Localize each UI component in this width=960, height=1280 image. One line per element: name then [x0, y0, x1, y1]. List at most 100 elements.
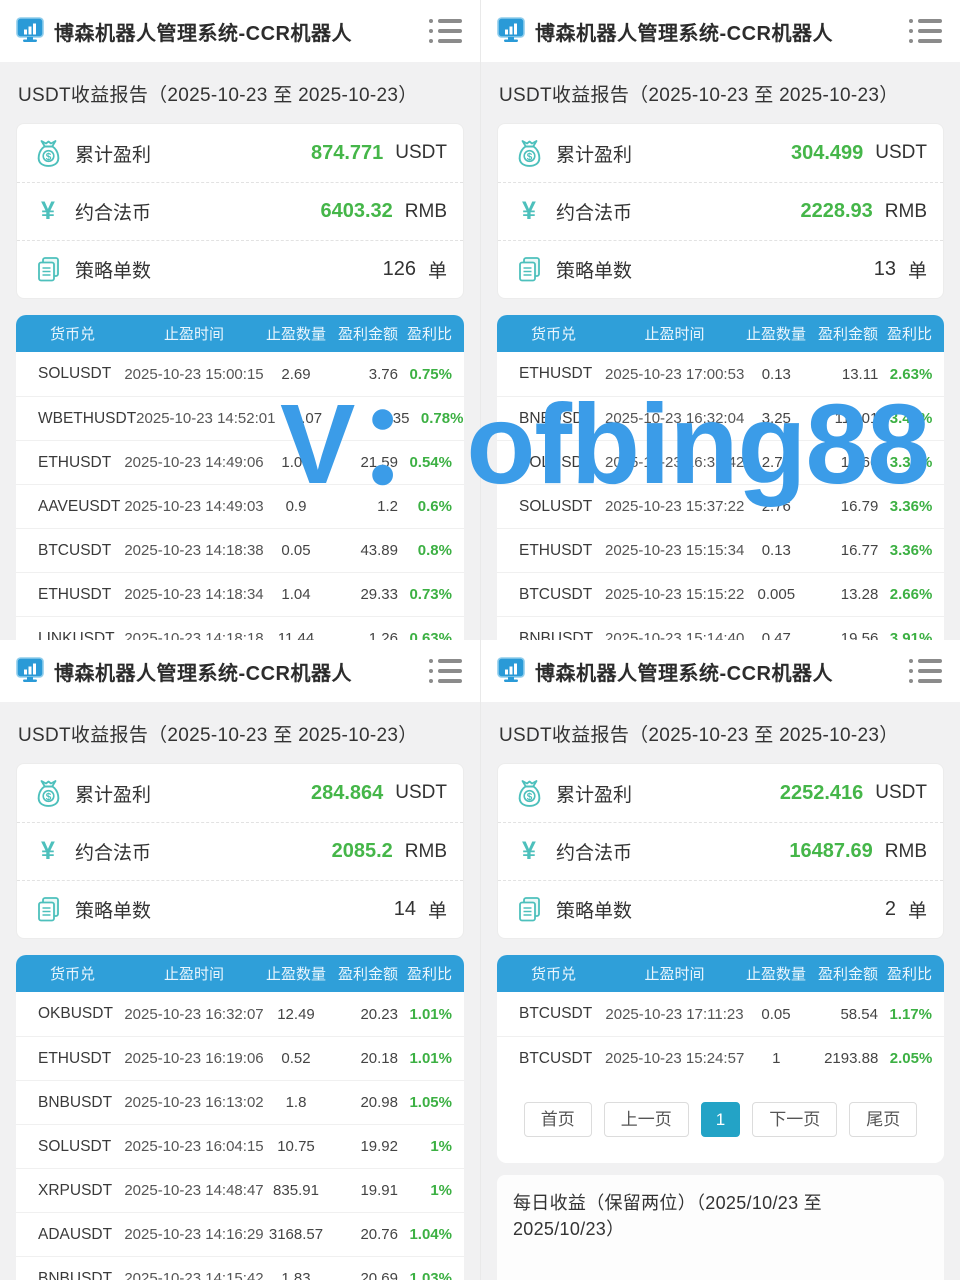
profit-label: 累计盈利 [556, 144, 633, 166]
table-header-row: 货币兑 止盈时间 止盈数量 盈利金额 盈利比 [497, 315, 944, 352]
pair-cell: BNBUSDT [38, 1093, 113, 1111]
amount-cell: 20.76 [360, 1226, 398, 1243]
documents-icon [33, 896, 63, 923]
table-row: ETHUSDT 2025-10-23 15:15:34 0.13 16.77 3.36% [497, 528, 944, 572]
ratio-cell: 3.34% [889, 454, 933, 471]
ratio-cell: 3.91% [889, 630, 933, 640]
qty-cell: 0.13 [761, 542, 791, 559]
qty-cell: 2.75 [761, 454, 791, 471]
pair-cell: LINKUSDT [38, 629, 115, 641]
qty-cell: 3168.57 [268, 1226, 324, 1243]
amount-cell: 19.92 [360, 1138, 398, 1155]
col-qty: 止盈数量 [265, 966, 326, 983]
col-amount: 盈利金额 [337, 326, 398, 343]
table-body: SOLUSDT 2025-10-23 15:00:15 2.69 3.76 0.75% W… [16, 352, 464, 640]
hamburger-menu-icon[interactable] [907, 15, 944, 47]
col-time: 止盈时间 [644, 966, 705, 983]
table-body: OKBUSDT 2025-10-23 16:32:07 12.49 20.23 1.01… [16, 992, 464, 1280]
qty-cell: 0.52 [281, 1050, 311, 1067]
qty-cell: 0.9 [285, 498, 307, 515]
table-row: SOLUSDT 2025-10-23 16:04:15 10.75 19.92 1% [16, 1124, 464, 1168]
col-ratio: 盈利比 [406, 966, 452, 983]
report-title: USDT收益报告（2025-10-23 至 2025-10-23） [18, 725, 418, 746]
amount-cell: 2.35 [380, 410, 410, 427]
yen-icon: ¥ [41, 837, 55, 865]
fiat-unit: RMB [404, 840, 447, 862]
col-ratio: 盈利比 [406, 326, 452, 343]
qty-cell: 1.04 [281, 454, 311, 471]
hamburger-menu-icon[interactable] [427, 655, 464, 687]
col-pair: 货币兑 [531, 966, 577, 983]
pair-cell: AAVEUSDT [38, 497, 121, 515]
summary-row-fiat: ¥ 约合法币 2228.93 RMB [498, 182, 943, 240]
qty-cell: 0.05 [761, 1005, 791, 1023]
fiat-value: 16487.69 [789, 840, 873, 862]
app-title: 博森机器人管理系统-CCR机器人 [54, 22, 352, 45]
amount-cell: 1.26 [368, 630, 398, 640]
time-cell: 2025-10-23 16:04:15 [124, 1138, 264, 1155]
qty-cell: 0.13 [761, 365, 791, 383]
amount-cell: 43.89 [360, 542, 398, 559]
amount-cell: 1.2 [377, 498, 398, 515]
hamburger-menu-icon[interactable] [907, 655, 944, 687]
panel-content: USDT收益报告（2025-10-23 至 2025-10-23） $ 累计盈利 [481, 702, 960, 1280]
ratio-cell: 0.8% [417, 542, 452, 559]
qty-cell: 10.75 [277, 1138, 315, 1155]
ratio-cell: 0.6% [417, 498, 452, 515]
profit-table: 货币兑 止盈时间 止盈数量 盈利金额 盈利比 ETHUSDT 2025-10-23… [497, 315, 944, 640]
pagination-first-button[interactable]: 首页 [523, 1102, 592, 1137]
ratio-cell: 1.17% [889, 1005, 932, 1023]
ratio-cell: 1.03% [409, 1270, 452, 1280]
ratio-cell: 1% [430, 1138, 452, 1155]
amount-cell: 29.33 [360, 586, 398, 603]
time-cell: 2025-10-23 15:15:22 [605, 586, 745, 603]
panel-bottom-left: 博森机器人管理系统-CCR机器人 USDT收益报告（2025-10-23 至 2… [0, 640, 480, 1280]
amount-cell: 2193.88 [824, 1050, 879, 1067]
qty-cell: 12.49 [277, 1005, 315, 1023]
table-row: SOLUSDT 2025-10-23 16:31:42 2.75 16.66 3.34% [497, 440, 944, 484]
pagination-page-1-button[interactable]: 1 [700, 1102, 741, 1137]
time-cell: 2025-10-23 14:15:42 [124, 1270, 264, 1280]
orders-label: 策略单数 [556, 901, 633, 922]
pagination-next-button[interactable]: 下一页 [752, 1102, 838, 1137]
svg-text:$: $ [45, 792, 51, 803]
qty-cell: 2.69 [281, 365, 311, 383]
time-cell: 2025-10-23 16:31:42 [605, 454, 745, 471]
pagination-last-button[interactable]: 尾页 [849, 1102, 918, 1137]
profit-unit: USDT [395, 142, 447, 163]
col-pair: 货币兑 [50, 326, 96, 343]
table-header-row: 货币兑 止盈时间 止盈数量 盈利金额 盈利比 [497, 955, 944, 992]
summary-card: $ 累计盈利 2252.416 USDT ¥ 约合法币 16487.69 RMB [497, 763, 944, 939]
ratio-cell: 1.05% [409, 1094, 452, 1111]
amount-cell: 20.69 [360, 1270, 398, 1280]
col-qty: 止盈数量 [745, 966, 806, 983]
amount-cell: 111.01 [834, 410, 879, 427]
qty-cell: 1.04 [281, 586, 311, 603]
svg-text:$: $ [526, 152, 532, 163]
ratio-cell: 2.63% [889, 365, 933, 383]
amount-cell: 20.23 [360, 1005, 398, 1023]
report-title: USDT收益报告（2025-10-23 至 2025-10-23） [499, 85, 899, 106]
app-logo-monitor-chart-icon [16, 656, 44, 688]
pagination-prev-button[interactable]: 上一页 [603, 1102, 689, 1137]
amount-cell: 16.79 [840, 498, 879, 515]
panel-content: USDT收益报告（2025-10-23 至 2025-10-23） $ 累计盈利 [0, 62, 480, 640]
time-cell: 2025-10-23 14:52:01 [136, 410, 276, 427]
ratio-cell: 1% [430, 1182, 452, 1199]
ratio-cell: 1.01% [409, 1050, 452, 1067]
amount-cell: 13.11 [841, 365, 879, 383]
profit-value: 874.771 [310, 141, 384, 164]
profit-table: 货币兑 止盈时间 止盈数量 盈利金额 盈利比 BTCUSDT 2025-10-23… [497, 955, 944, 1163]
amount-cell: 3.76 [368, 365, 398, 383]
app-title: 博森机器人管理系统-CCR机器人 [535, 662, 833, 685]
pair-cell: BTCUSDT [519, 585, 593, 603]
qty-cell: 1.83 [281, 1270, 311, 1280]
qty-cell: 3.25 [761, 410, 791, 427]
qty-cell: 0.005 [757, 586, 796, 603]
fiat-unit: RMB [884, 840, 927, 862]
table-header-row: 货币兑 止盈时间 止盈数量 盈利金额 盈利比 [16, 955, 464, 992]
amount-cell: 58.54 [840, 1005, 878, 1023]
hamburger-menu-icon[interactable] [427, 15, 464, 47]
pair-cell: ETHUSDT [38, 453, 112, 471]
ratio-cell: 3.45% [889, 410, 933, 427]
